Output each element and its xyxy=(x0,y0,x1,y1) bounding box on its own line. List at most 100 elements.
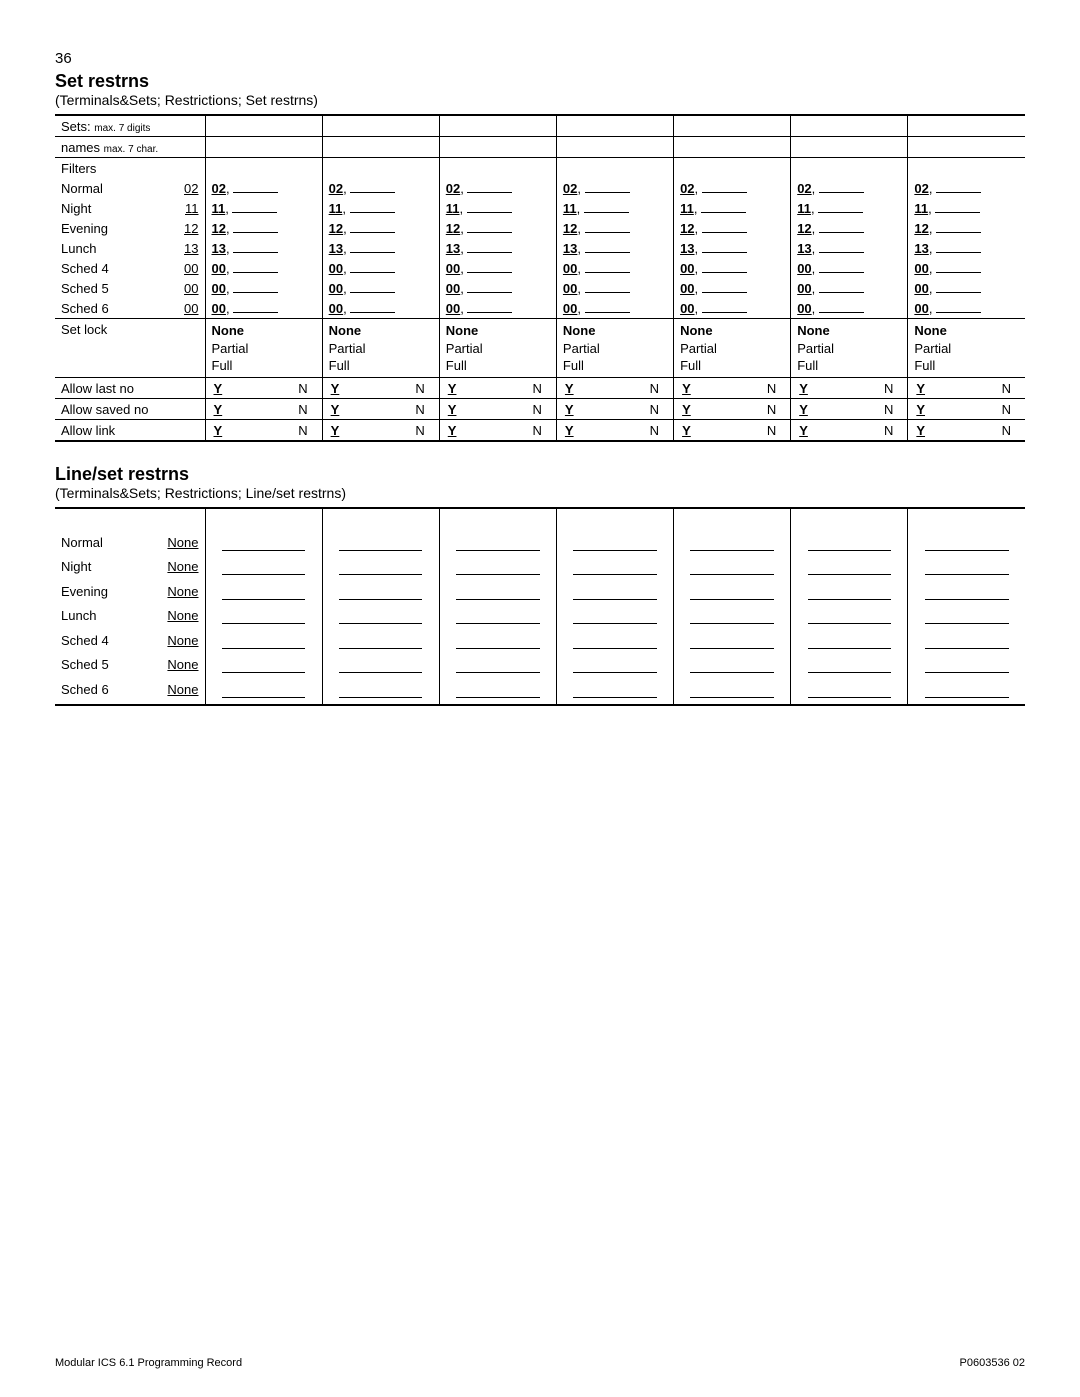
lineset-default: None xyxy=(167,680,198,700)
lineset-blank xyxy=(212,631,316,649)
lineset-blank xyxy=(680,557,784,575)
lineset-blank xyxy=(797,631,901,649)
setlock-options: NonePartialFull xyxy=(329,322,433,375)
filter-default: 12 xyxy=(184,221,198,236)
yn-cell: YN xyxy=(797,381,901,396)
lineset-blank xyxy=(212,655,316,673)
filter-value: 02 xyxy=(914,181,928,196)
filter-value: 00 xyxy=(797,281,811,296)
filter-value: 02 xyxy=(212,181,226,196)
filter-value: 12 xyxy=(680,221,694,236)
filter-label: Sched 4 xyxy=(61,261,109,276)
lineset-blank xyxy=(797,606,901,624)
filter-default: 00 xyxy=(184,261,198,276)
filter-value: 11 xyxy=(212,201,226,216)
yn-cell: YN xyxy=(329,402,433,417)
lineset-blank xyxy=(797,533,901,551)
filter-label: Normal xyxy=(61,181,103,196)
yn-cell: YN xyxy=(797,402,901,417)
lineset-blank xyxy=(446,655,550,673)
filter-value: 00 xyxy=(446,261,460,276)
filter-value: 13 xyxy=(914,241,928,256)
lineset-blank xyxy=(914,631,1019,649)
yn-cell: YN xyxy=(563,381,667,396)
lineset-default: None xyxy=(167,582,198,602)
setlock-options: NonePartialFull xyxy=(212,322,316,375)
filter-value: 00 xyxy=(563,301,577,316)
filter-value: 13 xyxy=(563,241,577,256)
lineset-blank xyxy=(797,655,901,673)
filters-header: Filters xyxy=(61,161,96,176)
lineset-blank xyxy=(914,582,1019,600)
filter-value: 02 xyxy=(446,181,460,196)
filter-value: 11 xyxy=(446,201,460,216)
lineset-label: Evening xyxy=(61,582,108,602)
setlock-options: NonePartialFull xyxy=(446,322,550,375)
page-number: 36 xyxy=(55,50,1025,67)
filter-value: 02 xyxy=(797,181,811,196)
filter-value: 00 xyxy=(212,281,226,296)
lineset-blank xyxy=(446,582,550,600)
lineset-blank xyxy=(680,680,784,698)
footer-left: Modular ICS 6.1 Programming Record xyxy=(55,1357,242,1369)
lineset-blank xyxy=(446,680,550,698)
yn-cell: YN xyxy=(680,423,784,438)
filter-value: 00 xyxy=(797,261,811,276)
lineset-blank xyxy=(914,606,1019,624)
yn-cell: YN xyxy=(914,423,1019,438)
filter-value: 00 xyxy=(914,281,928,296)
filter-value: 12 xyxy=(914,221,928,236)
filter-value: 00 xyxy=(329,301,343,316)
names-note: max. 7 char. xyxy=(104,144,158,155)
filter-value: 00 xyxy=(680,281,694,296)
lineset-blank xyxy=(563,557,667,575)
filter-label: Lunch xyxy=(61,241,96,256)
filter-value: 00 xyxy=(797,301,811,316)
yn-cell: YN xyxy=(914,381,1019,396)
filter-label: Sched 6 xyxy=(61,301,109,316)
lineset-restrns-table: NormalNoneNightNoneEveningNoneLunchNoneS… xyxy=(55,507,1025,707)
lineset-blank xyxy=(680,631,784,649)
filter-value: 12 xyxy=(797,221,811,236)
yn-cell: YN xyxy=(563,423,667,438)
filter-value: 12 xyxy=(563,221,577,236)
filter-value: 11 xyxy=(563,201,577,216)
filter-value: 00 xyxy=(680,261,694,276)
lineset-default: None xyxy=(167,655,198,675)
lineset-blank xyxy=(797,582,901,600)
yn-cell: YN xyxy=(446,423,550,438)
filter-value: 02 xyxy=(563,181,577,196)
allow-label: Allow last no xyxy=(61,381,134,396)
lineset-blank xyxy=(212,582,316,600)
yn-cell: YN xyxy=(563,402,667,417)
lineset-blank xyxy=(446,631,550,649)
lineset-default: None xyxy=(167,557,198,577)
filter-value: 13 xyxy=(212,241,226,256)
allow-label: Allow link xyxy=(61,423,115,438)
lineset-blank xyxy=(329,606,433,624)
lineset-label: Sched 4 xyxy=(61,631,109,651)
filter-value: 13 xyxy=(680,241,694,256)
lineset-blank xyxy=(914,680,1019,698)
section2-title: Line/set restrns xyxy=(55,464,1025,485)
lineset-label: Sched 6 xyxy=(61,680,109,700)
filter-label: Night xyxy=(61,201,91,216)
yn-cell: YN xyxy=(329,423,433,438)
lineset-blank xyxy=(329,533,433,551)
filter-value: 02 xyxy=(680,181,694,196)
lineset-blank xyxy=(329,582,433,600)
yn-cell: YN xyxy=(914,402,1019,417)
filter-value: 11 xyxy=(797,201,811,216)
filter-default: 02 xyxy=(184,181,198,196)
yn-cell: YN xyxy=(680,381,784,396)
filter-value: 00 xyxy=(212,301,226,316)
lineset-blank xyxy=(680,533,784,551)
lineset-blank xyxy=(329,631,433,649)
filter-value: 00 xyxy=(329,281,343,296)
setlock-options: NonePartialFull xyxy=(797,322,901,375)
section2-breadcrumb: (Terminals&Sets; Restrictions; Line/set … xyxy=(55,485,1025,501)
section1-title: Set restrns xyxy=(55,71,1025,92)
lineset-blank xyxy=(914,533,1019,551)
lineset-label: Lunch xyxy=(61,606,96,626)
setlock-options: NonePartialFull xyxy=(680,322,784,375)
